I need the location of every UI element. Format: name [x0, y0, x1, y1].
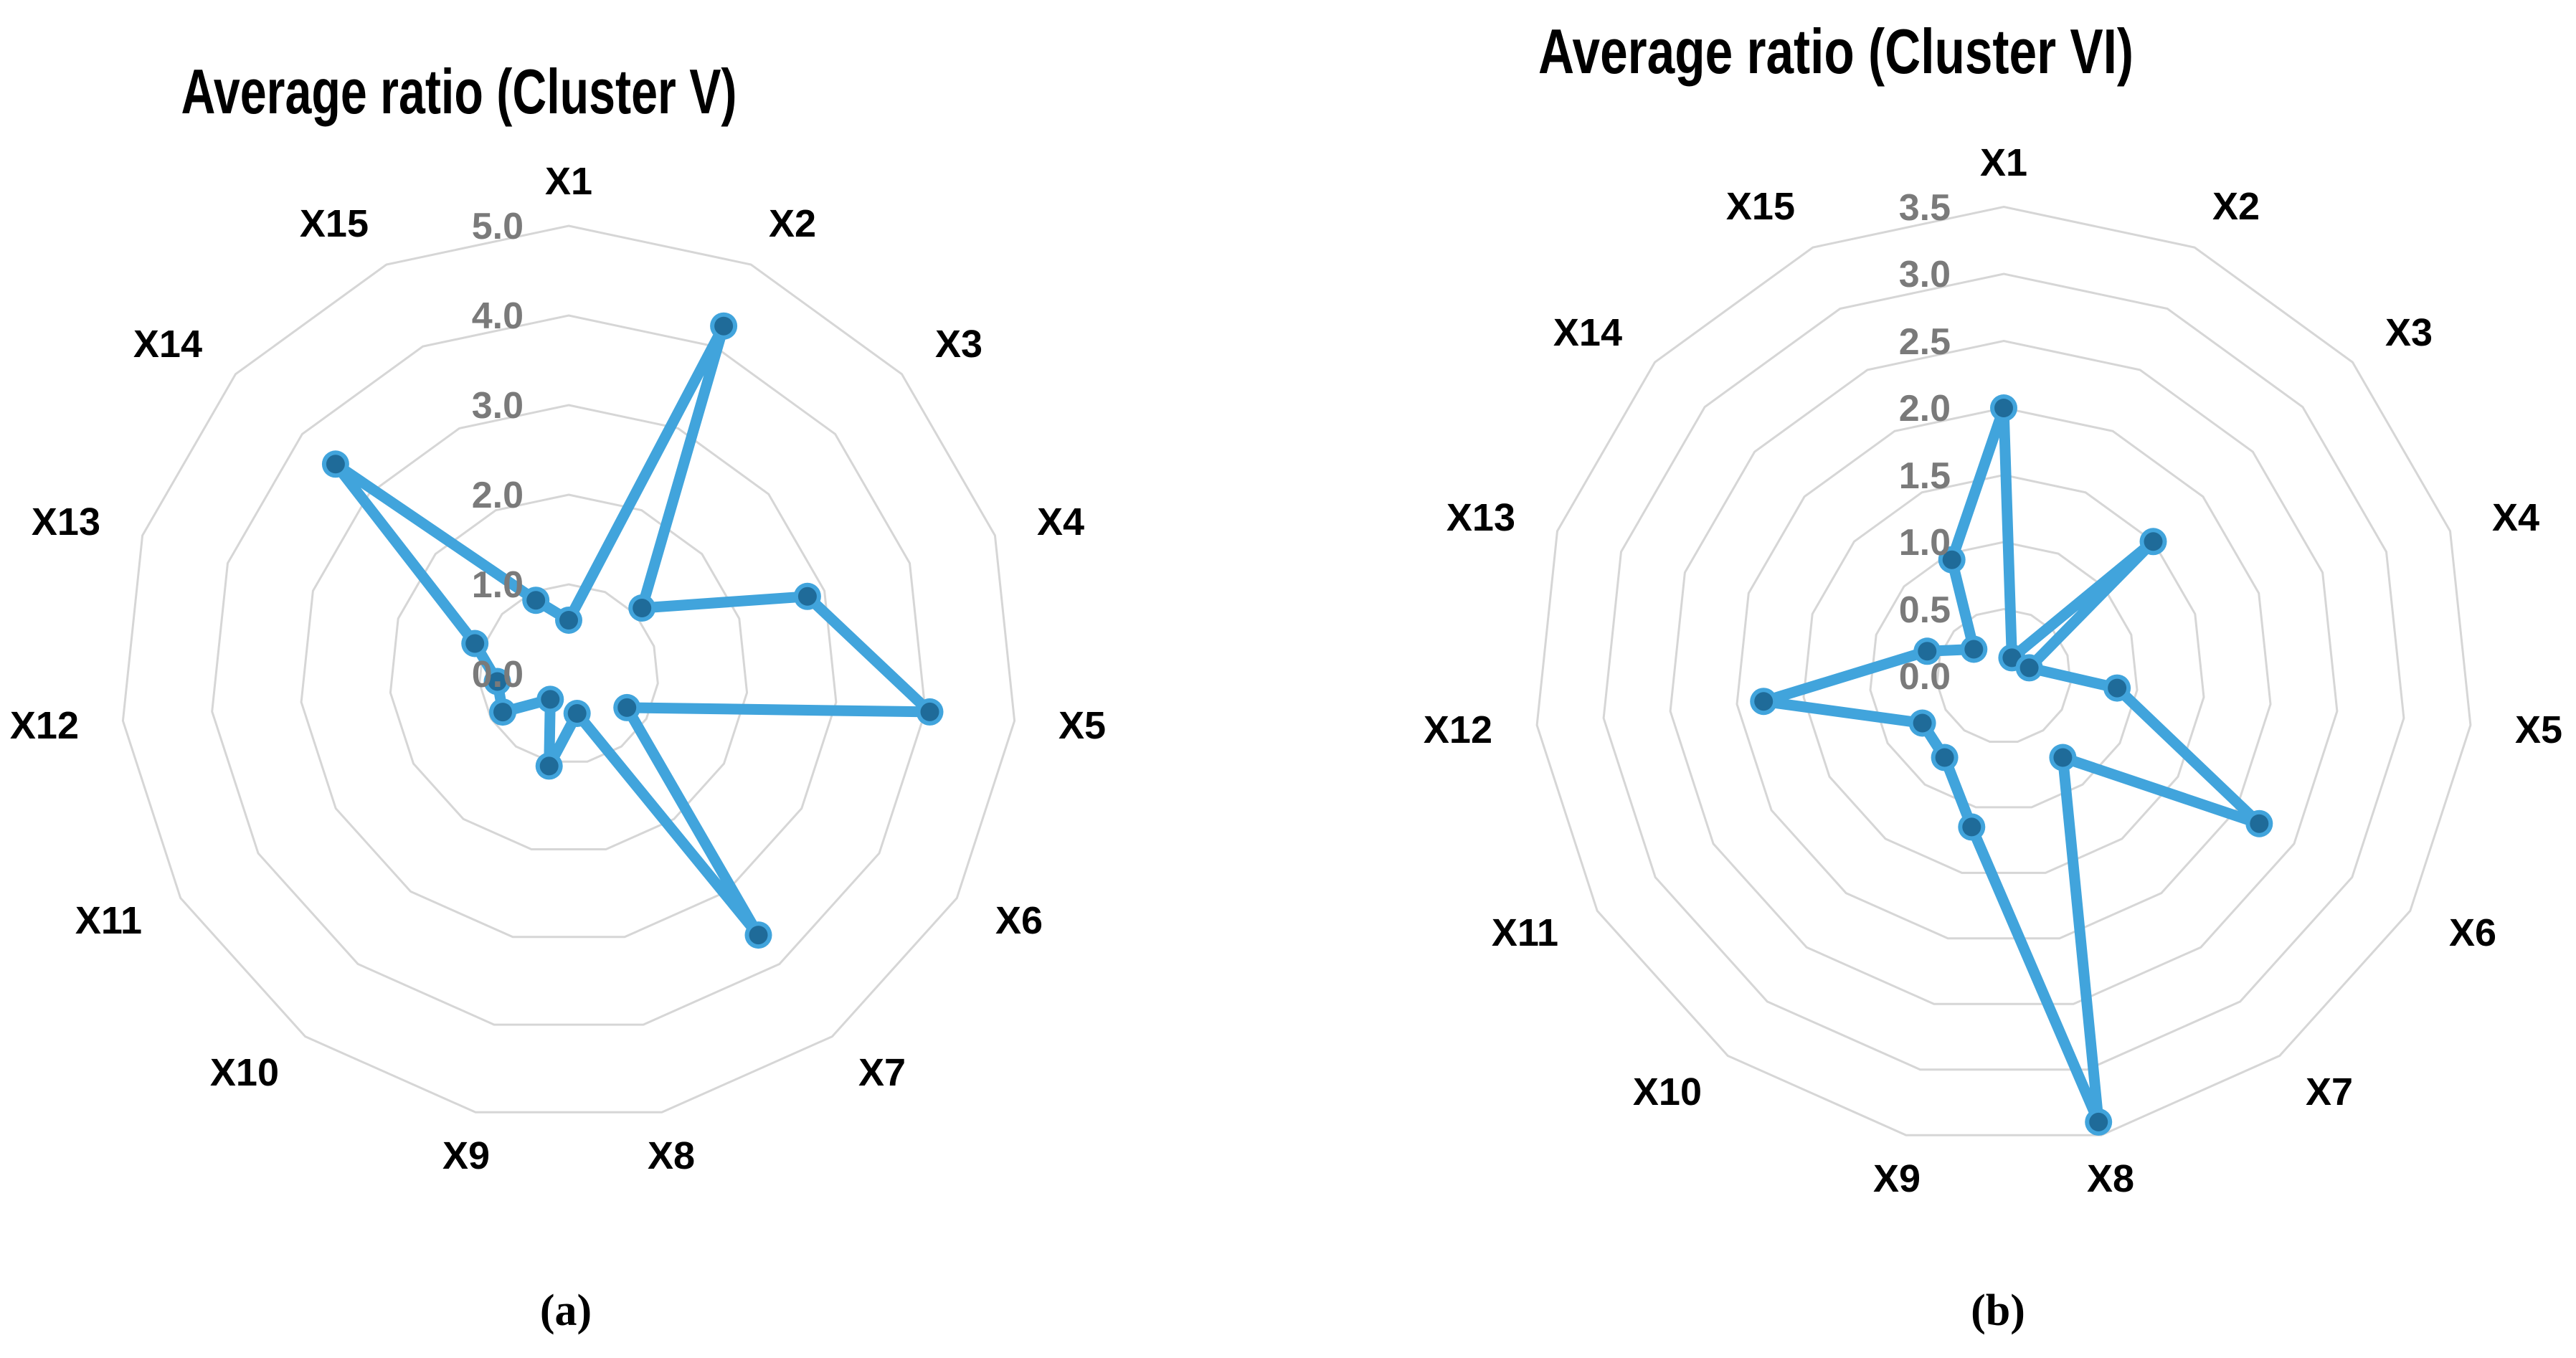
- chart-title-b: Average ratio (Cluster VI): [1538, 16, 2134, 87]
- grid-ring: [211, 314, 927, 1026]
- radial-tick-1.0: 1.0: [472, 564, 524, 606]
- axis-label-x8: X8: [2087, 1157, 2134, 1200]
- data-point-x6: [617, 698, 637, 717]
- data-point-x8: [2089, 1112, 2108, 1131]
- axis-label-x12: X12: [10, 704, 79, 747]
- data-point-x10: [541, 690, 560, 709]
- chart-title-a: Average ratio (Cluster V): [181, 56, 737, 127]
- data-point-x2: [2002, 648, 2022, 668]
- axis-label-x12: X12: [1424, 708, 1492, 751]
- axis-label-x9: X9: [1873, 1157, 1921, 1200]
- axis-label-x6: X6: [2449, 911, 2496, 954]
- data-point-x3: [2144, 532, 2163, 551]
- data-point-x15: [526, 591, 546, 610]
- axis-label-x3: X3: [935, 323, 982, 366]
- data-point-x9: [1962, 817, 1981, 837]
- axis-label-x4: X4: [2492, 496, 2539, 539]
- data-point-x5: [920, 702, 939, 721]
- axis-label-x7: X7: [2306, 1070, 2353, 1114]
- grid-ring: [1869, 541, 2139, 809]
- radial-tick-3.5: 3.5: [1899, 187, 1951, 229]
- data-point-x5: [2108, 678, 2127, 698]
- axis-label-x13: X13: [1446, 496, 1515, 539]
- data-points: [321, 312, 944, 949]
- grid-ring: [1535, 205, 2472, 1136]
- axis-label-x3: X3: [2385, 311, 2433, 354]
- radial-tick-1.5: 1.5: [1899, 455, 1951, 497]
- radial-tick-1.0: 1.0: [1899, 522, 1951, 564]
- data-point-x6: [2250, 814, 2269, 833]
- data-point-x13: [1918, 642, 1937, 661]
- axis-label-x6: X6: [995, 899, 1043, 942]
- data-point-x8: [567, 704, 587, 723]
- axis-label-x13: X13: [32, 500, 100, 543]
- grid-ring: [1669, 339, 2339, 1005]
- data-points: [1750, 394, 2273, 1136]
- data-point-x14: [1964, 640, 1984, 659]
- data-point-x2: [714, 316, 734, 336]
- series-line: [330, 320, 935, 941]
- data-point-x13: [465, 634, 485, 653]
- grid-ring: [478, 583, 659, 763]
- axis-label-x14: X14: [133, 323, 202, 366]
- data-point-x12: [488, 672, 507, 691]
- data-point-x7: [2053, 748, 2073, 767]
- grid-rings: [121, 224, 1016, 1114]
- data-point-x11: [493, 703, 512, 722]
- data-point-x4: [797, 587, 817, 606]
- grid-ring: [1602, 272, 2405, 1071]
- data-point-x15: [1942, 550, 1961, 569]
- radial-tick-2.0: 2.0: [1899, 388, 1951, 429]
- data-point-x14: [326, 455, 345, 474]
- radial-tick-3.0: 3.0: [472, 385, 524, 427]
- data-point-x12: [1754, 692, 1774, 711]
- axis-label-x2: X2: [2212, 185, 2260, 228]
- radial-tick-5.0: 5.0: [472, 206, 524, 247]
- radar-chart-a: 0.0 1.0 2.0 3.0 4.0 5.0 X1 X2 X3 X4 X5 X6 X7 X8 X9 X10 X…: [10, 160, 1106, 1177]
- data-point-x3: [633, 599, 652, 617]
- axis-label-x10: X10: [1633, 1070, 1702, 1114]
- caption-b: (b): [1971, 1286, 2025, 1335]
- radial-tick-0.5: 0.5: [1899, 589, 1951, 631]
- radial-tick-2.0: 2.0: [472, 475, 524, 516]
- axis-label-x8: X8: [648, 1134, 695, 1177]
- series-line: [1758, 402, 2265, 1128]
- radial-tick-2.5: 2.5: [1899, 321, 1951, 363]
- axis-label-x11: X11: [1492, 911, 1558, 954]
- data-point-x7: [749, 926, 768, 945]
- grid-ring: [300, 404, 838, 939]
- data-point-x4: [2019, 658, 2039, 678]
- data-point-x10: [1935, 748, 1954, 767]
- data-point-x1: [1994, 399, 2013, 417]
- grid-ring: [389, 493, 749, 850]
- axis-label-x2: X2: [769, 202, 816, 245]
- axis-label-x15: X15: [300, 202, 369, 245]
- axis-label-x14: X14: [1553, 311, 1622, 354]
- radial-tick-0.0: 0.0: [1899, 656, 1951, 698]
- radial-tick-0.0: 0.0: [472, 654, 524, 695]
- data-point-x11: [1913, 713, 1932, 733]
- grid-ring: [1802, 473, 2205, 874]
- axis-label-x11: X11: [75, 899, 142, 942]
- axis-label-x4: X4: [1037, 500, 1084, 543]
- grid-ring: [1736, 407, 2272, 940]
- axis-label-x5: X5: [2515, 708, 2562, 751]
- grid-rings: [1535, 205, 2472, 1136]
- radar-chart-b: 0.0 0.5 1.0 1.5 2.0 2.5 3.0 3.5 X1 X2 X3 X4 X5 X6 X7 X8…: [1424, 141, 2562, 1200]
- axis-label-x5: X5: [1059, 704, 1106, 747]
- radial-tick-4.0: 4.0: [472, 295, 524, 337]
- axis-label-x1: X1: [545, 160, 592, 203]
- axis-label-x7: X7: [858, 1051, 906, 1094]
- data-point-x1: [559, 611, 578, 630]
- caption-a: (a): [540, 1286, 592, 1335]
- axis-label-x10: X10: [210, 1051, 279, 1094]
- axis-label-x9: X9: [442, 1134, 490, 1177]
- axis-label-x1: X1: [1980, 141, 2027, 184]
- axis-label-x15: X15: [1726, 185, 1795, 228]
- radial-tick-3.0: 3.0: [1899, 254, 1951, 295]
- grid-ring: [121, 224, 1016, 1114]
- data-point-x9: [539, 756, 559, 776]
